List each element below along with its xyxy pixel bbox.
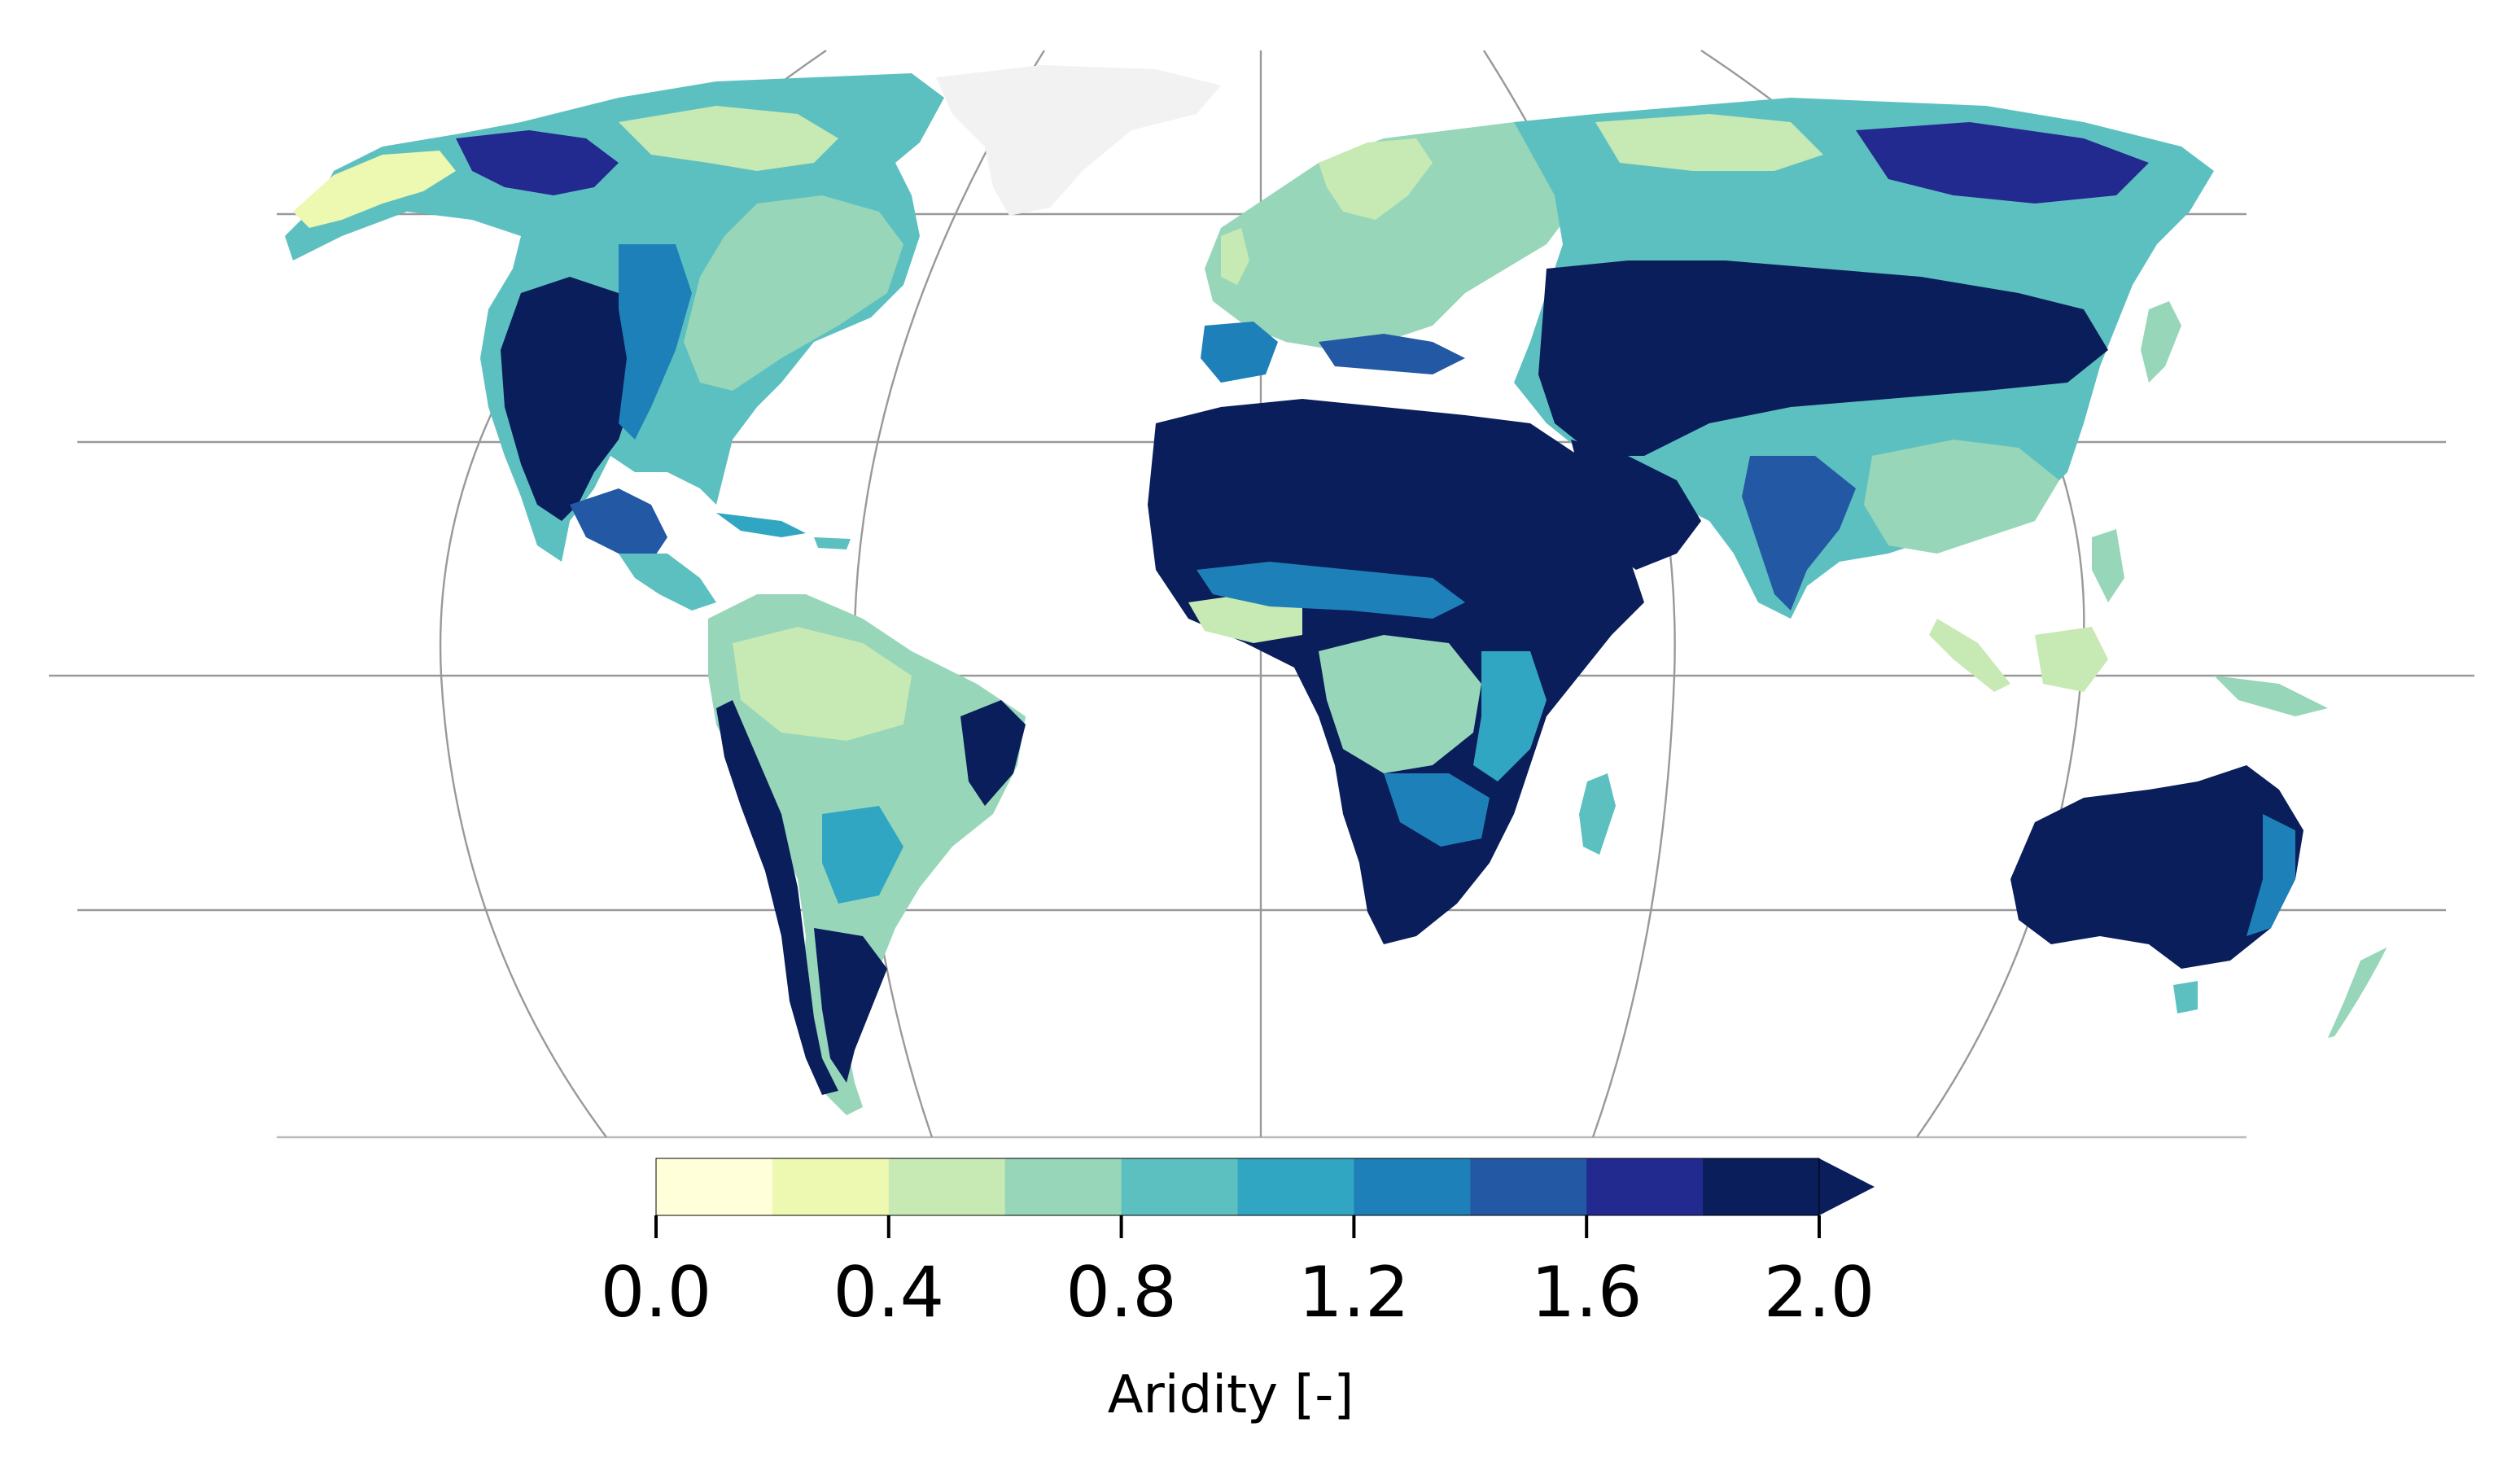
colorbar-swatch [1586,1158,1704,1215]
southern-africa-mixed [1384,773,1490,847]
hispaniola [814,537,851,549]
colorbar-label: Aridity [-] [1108,1365,1354,1425]
canada-north-dry [456,130,619,195]
british-isles [1221,228,1249,285]
colorbar-tick-label: 1.6 [1531,1252,1643,1333]
patagonia-arid [814,928,887,1083]
siberia-light [1595,114,1823,171]
madagascar [1579,773,1616,855]
north-america-east-humid [684,195,903,391]
east-siberia-arid [1856,122,2149,204]
colorbar-swatch [1703,1158,1820,1215]
colorbar-frame [655,1158,1820,1216]
colorbar-swatch [772,1158,890,1215]
australia-east-coast [2247,814,2295,936]
andes-arid [716,700,838,1095]
greenland-ice [936,65,1221,216]
colorbar-swatches [656,1158,1820,1215]
mediterranean-dry [1319,334,1465,374]
congo-humid [1319,635,1481,773]
colorbar-tick-label: 2.0 [1764,1252,1875,1333]
colorbar-extend-arrow [1819,1158,1875,1215]
colorbar-tick-label: 0.4 [833,1252,944,1333]
colorbar: 0.0 0.4 0.8 1.2 1.6 2.0 Aridity [-] [601,1158,1875,1425]
new-zealand [2328,944,2405,1038]
alaska-light [293,151,456,228]
philippines [2092,529,2124,602]
colorbar-tick-label: 0.0 [601,1252,712,1333]
southeast-asia-humid [1864,440,2059,554]
tasmania [2173,981,2198,1013]
colorbar-swatch [1004,1158,1122,1215]
europe-base [1205,122,1595,350]
east-africa-mixed [1473,651,1547,781]
iberia-dry [1201,322,1278,383]
colorbar-swatch [1121,1158,1238,1215]
colorbar-swatch [1354,1158,1471,1215]
central-america [619,554,716,611]
arabia-arid [1571,440,1701,570]
colorbar-swatch [656,1158,773,1215]
cuba [716,513,806,537]
amazon-humid [733,627,912,741]
canada-tundra-light [619,106,838,171]
central-asia-arid [1538,260,2108,456]
australia-arid [2010,765,2303,969]
colorbar-swatch [1237,1158,1354,1215]
western-us-arid [501,277,643,521]
colorbar-ticks: 0.0 0.4 0.8 1.2 1.6 2.0 [601,1215,1875,1333]
new-guinea [2214,676,2328,716]
colorbar-tick-label: 1.2 [1298,1252,1410,1333]
chaco-medium [822,806,903,904]
land-masses [285,65,2405,1115]
brazil-northeast-arid [960,700,1026,806]
indonesia-borneo [2035,627,2108,692]
colorbar-swatch [1470,1158,1587,1215]
indonesia-sumatra [1929,619,2010,692]
colorbar-tick-label: 0.8 [1065,1252,1177,1333]
colorbar-swatch [888,1158,1006,1215]
great-plains-dry [619,244,692,440]
sahel-transition [1197,562,1465,619]
india [1742,456,1856,611]
japan [2141,301,2181,383]
mexico-dry [570,488,667,562]
scandinavia [1319,138,1433,220]
